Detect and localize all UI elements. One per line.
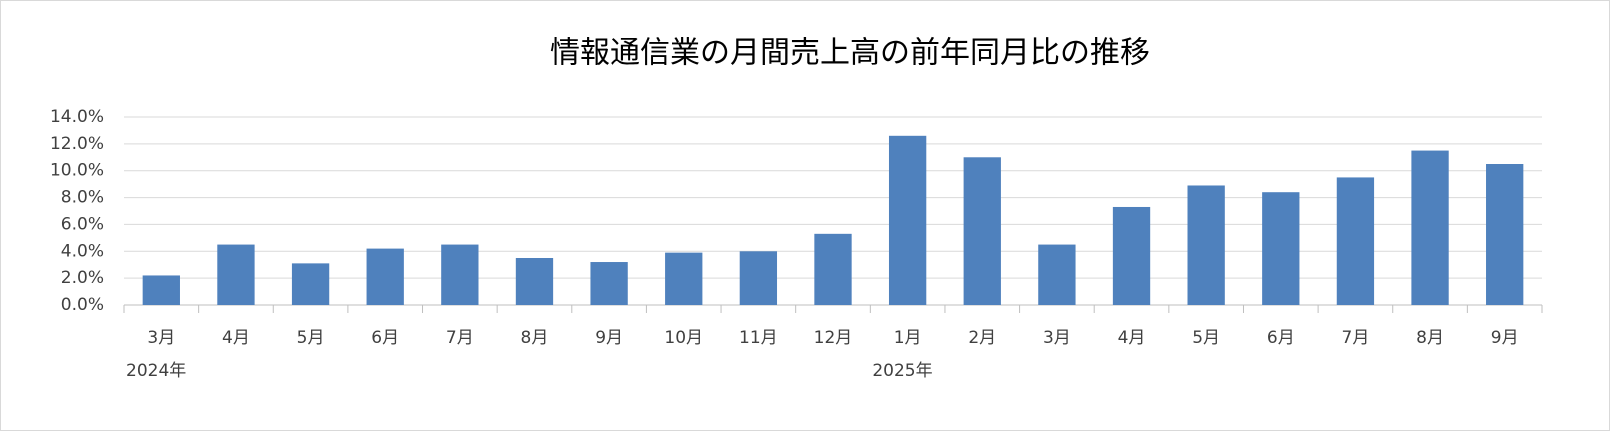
bar: [1112, 206, 1151, 305]
y-tick-label: 2.0%: [61, 268, 104, 288]
x-group-label: 2025年: [872, 361, 932, 381]
bar: [1187, 185, 1225, 305]
x-tick-label: 8月: [521, 328, 549, 348]
bar: [1336, 177, 1375, 305]
bar: [441, 244, 479, 305]
y-tick-label: 0.0%: [61, 295, 104, 315]
x-tick-label: 5月: [1192, 328, 1220, 348]
x-tick-label: 7月: [446, 328, 474, 348]
chart-title: 情報通信業の月間売上高の前年同月比の推移: [550, 36, 1150, 71]
x-tick-label: 10月: [664, 328, 703, 348]
x-tick-label: 1月: [894, 328, 922, 348]
x-tick-label: 5月: [297, 328, 325, 348]
bar: [739, 251, 778, 305]
bar: [1262, 192, 1300, 305]
x-tick-label: 7月: [1342, 328, 1370, 348]
x-tick-label: 4月: [1118, 328, 1146, 348]
bar: [217, 244, 255, 305]
bar: [366, 248, 404, 305]
bar: [590, 262, 628, 305]
bar: [1486, 164, 1524, 305]
y-tick-label: 14.0%: [50, 107, 104, 127]
x-tick-label: 3月: [147, 328, 175, 348]
bar: [142, 275, 180, 305]
x-tick-label: 4月: [222, 328, 250, 348]
x-tick-label: 12月: [814, 328, 853, 348]
x-tick-label: 6月: [1267, 328, 1295, 348]
bar: [888, 135, 927, 305]
y-tick-label: 12.0%: [50, 134, 104, 154]
y-tick-label: 4.0%: [61, 241, 104, 261]
x-tick-label: 9月: [595, 328, 623, 348]
x-tick-label: 6月: [371, 328, 399, 348]
bar: [291, 263, 330, 305]
y-tick-label: 6.0%: [61, 214, 104, 234]
x-tick-label: 11月: [739, 328, 778, 348]
y-tick-label: 8.0%: [61, 188, 104, 208]
bar: [665, 252, 703, 305]
x-tick-label: 8月: [1416, 328, 1444, 348]
x-tick-label: 2月: [968, 328, 996, 348]
y-tick-label: 10.0%: [50, 161, 104, 181]
bar: [1411, 150, 1449, 305]
x-tick-label: 3月: [1043, 328, 1071, 348]
bar: [814, 233, 852, 305]
x-group-label: 2024年: [126, 361, 186, 381]
x-tick-label: 9月: [1491, 328, 1519, 348]
bar: [963, 157, 1001, 305]
bar: [515, 258, 554, 305]
bar: [1038, 244, 1076, 305]
